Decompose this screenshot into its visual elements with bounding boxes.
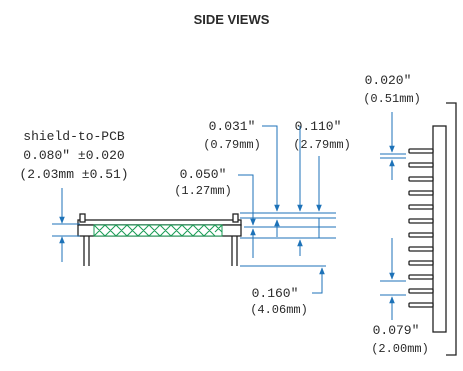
dim-050-inch: 0.050″ bbox=[180, 167, 227, 182]
dim-110-inch: 0.110″ bbox=[295, 119, 342, 134]
dim-079-mm: (2.00mm) bbox=[371, 342, 429, 356]
shield-board-side-view bbox=[77, 213, 242, 266]
dim-020-inch: 0.020″ bbox=[365, 73, 412, 88]
shield-to-pcb-inch: 0.080″ ±0.020 bbox=[23, 148, 124, 163]
dimension-0-020: 0.020″ (0.51mm) bbox=[363, 73, 421, 180]
dim-160-mm: (4.06mm) bbox=[250, 303, 308, 317]
dimension-0-079: 0.079″ (2.00mm) bbox=[371, 238, 429, 356]
header-pins bbox=[408, 148, 434, 308]
dim-079-inch: 0.079″ bbox=[373, 323, 420, 338]
dimension-0-160: 0.160″ (4.06mm) bbox=[250, 239, 325, 317]
dimension-0-110: 0.110″ (2.79mm) bbox=[293, 119, 351, 238]
right-post bbox=[232, 213, 239, 223]
dim-050-mm: (1.27mm) bbox=[174, 184, 232, 198]
shield-to-pcb-label: shield-to-PCB bbox=[23, 129, 125, 144]
shield-plate bbox=[77, 219, 242, 226]
shield-mesh bbox=[93, 224, 223, 237]
dim-020-mm: (0.51mm) bbox=[363, 92, 421, 106]
dimension-shield-to-pcb: shield-to-PCB 0.080″ ±0.020 (2.03mm ±0.5… bbox=[19, 129, 129, 262]
header-outer-edge bbox=[446, 102, 457, 356]
dim-031-mm: (0.79mm) bbox=[203, 138, 261, 152]
dim-160-inch: 0.160″ bbox=[252, 286, 299, 301]
left-post bbox=[79, 213, 86, 223]
dim-031-inch: 0.031″ bbox=[209, 119, 256, 134]
page-title: SIDE VIEWS bbox=[194, 12, 270, 27]
header-side-view bbox=[408, 102, 457, 356]
dim-110-mm: (2.79mm) bbox=[293, 138, 351, 152]
header-body bbox=[432, 125, 447, 333]
dimension-0-031: 0.031″ (0.79mm) bbox=[203, 119, 280, 237]
board-extension-lines bbox=[240, 212, 336, 267]
dimension-0-050: 0.050″ (1.27mm) bbox=[174, 167, 256, 258]
shield-to-pcb-mm: (2.03mm ±0.51) bbox=[19, 167, 128, 182]
